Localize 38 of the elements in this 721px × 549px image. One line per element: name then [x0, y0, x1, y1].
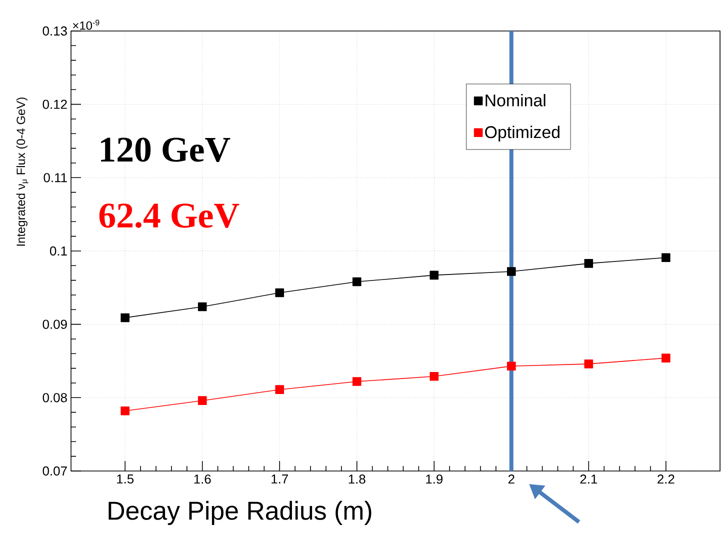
- y-tick-label: 0.07: [42, 466, 67, 476]
- x-tick-label: 1.9: [426, 474, 443, 484]
- text: ×10$^{-9}$: [73, 20, 100, 30]
- y-tick-label: 0.08: [42, 393, 67, 402]
- x-tick-label: 1.8: [348, 474, 366, 484]
- point: [507, 267, 516, 276]
- point: [584, 259, 594, 268]
- y-axis-title: Integrated ν$_{μ}$ Flux (0-4 GeV): [16, 98, 28, 246]
- point: [120, 406, 130, 416]
- x-axis-title: Decay Pipe Radius (m): [108, 500, 372, 526]
- point: [275, 288, 284, 298]
- point: [120, 313, 130, 322]
- point: [507, 362, 516, 371]
- point: [662, 253, 670, 262]
- legend-label: Nominal: [486, 94, 546, 106]
- point: [275, 385, 284, 394]
- y-tick-label: 0.11: [44, 173, 67, 182]
- point: [352, 277, 362, 286]
- point: [198, 302, 207, 312]
- x-tick-label: 1.7: [272, 474, 288, 484]
- annotation: 62.4 GeV: [99, 204, 240, 228]
- y-tick-label: 0.12: [42, 100, 67, 109]
- point: [430, 372, 439, 381]
- legend-label: Optimized: [485, 126, 560, 142]
- annotation: 120 GeV: [101, 138, 230, 162]
- point: [430, 270, 439, 280]
- y-tick-label: 0.13: [42, 26, 67, 36]
- point: [198, 396, 207, 405]
- x-tick-label: 2.2: [658, 474, 674, 484]
- x-tick-label: 1.5: [117, 474, 134, 484]
- point: [662, 354, 670, 362]
- x-tick-label: 2: [508, 474, 514, 484]
- x-tick-label: 2.1: [580, 474, 598, 484]
- point: [584, 360, 594, 368]
- y-tick-label: 0.1: [50, 246, 67, 256]
- y-tick-label: 0.09: [42, 320, 67, 329]
- point: [352, 377, 362, 386]
- x-tick-label: 1.6: [194, 474, 211, 484]
